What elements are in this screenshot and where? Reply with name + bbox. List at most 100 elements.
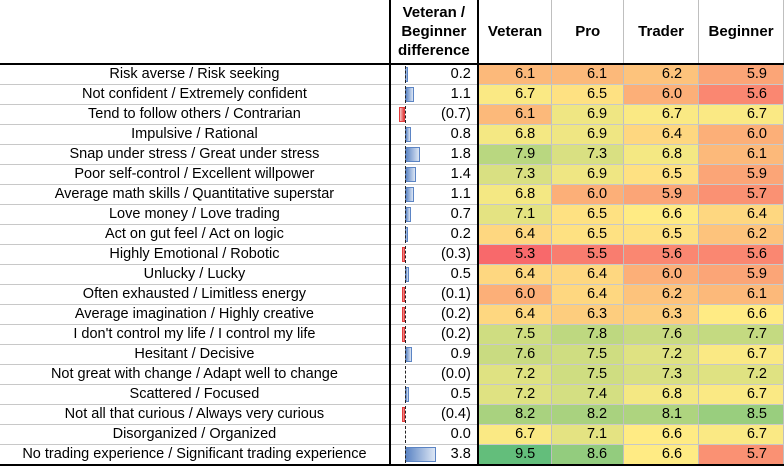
row-label: Risk averse / Risk seeking — [0, 64, 391, 85]
trader-value: 7.6 — [623, 324, 700, 345]
table-body: Risk averse / Risk seeking 0.2 6.1 6.1 6.2 5.… — [0, 64, 784, 466]
veteran-value: 6.4 — [477, 224, 553, 245]
trader-value: 6.6 — [623, 444, 700, 466]
row-label: Highly Emotional / Robotic — [0, 244, 391, 265]
row-label: Not all that curious / Always very curio… — [0, 404, 391, 425]
beginner-value: 5.6 — [698, 244, 784, 265]
beginner-value: 5.9 — [698, 264, 784, 285]
header-trader: Trader — [623, 0, 700, 65]
veteran-value: 7.3 — [477, 164, 553, 185]
pro-value: 6.4 — [551, 264, 625, 285]
header-difference-line-2: Beginner — [401, 23, 467, 40]
beginner-value: 6.4 — [698, 204, 784, 225]
beginner-value: 5.9 — [698, 64, 784, 85]
trader-value: 6.6 — [623, 424, 700, 445]
pro-value: 7.5 — [551, 364, 625, 385]
difference-zero-axis — [404, 186, 406, 203]
difference-cell: 1.1 — [388, 184, 479, 205]
row-label: Hesitant / Decisive — [0, 344, 391, 365]
pro-value: 6.5 — [551, 204, 625, 225]
pro-value: 6.0 — [551, 184, 625, 205]
difference-value: 1.4 — [450, 166, 471, 182]
pro-value: 6.5 — [551, 224, 625, 245]
veteran-value: 7.5 — [477, 324, 553, 345]
pro-value: 6.3 — [551, 304, 625, 325]
row-label: Average math skills / Quantitative super… — [0, 184, 391, 205]
beginner-value: 6.7 — [698, 344, 784, 365]
difference-value: 0.5 — [450, 266, 471, 282]
trader-value: 7.3 — [623, 364, 700, 385]
trader-value: 6.3 — [623, 304, 700, 325]
difference-cell: 0.5 — [388, 264, 479, 285]
difference-cell: 1.1 — [388, 84, 479, 105]
trader-value: 5.9 — [623, 184, 700, 205]
difference-cell: (0.1) — [388, 284, 479, 305]
difference-zero-axis — [404, 166, 406, 183]
row-label: Impulsive / Rational — [0, 124, 391, 145]
veteran-value: 7.1 — [477, 204, 553, 225]
veteran-value: 7.9 — [477, 144, 553, 165]
pro-value: 7.4 — [551, 384, 625, 405]
header-difference-line-3: difference — [397, 42, 470, 59]
header-row: Veteran / Beginner difference Veteran Pr… — [0, 0, 784, 65]
veteran-value: 6.7 — [477, 424, 553, 445]
difference-cell: (0.4) — [388, 404, 479, 425]
difference-bar-positive — [404, 347, 413, 362]
pro-value: 6.9 — [551, 164, 625, 185]
row-label: Snap under stress / Great under stress — [0, 144, 391, 165]
difference-cell: 1.4 — [388, 164, 479, 185]
trader-value: 6.2 — [623, 64, 700, 85]
difference-zero-axis — [404, 86, 406, 103]
row-label: Unlucky / Lucky — [0, 264, 391, 285]
trader-value: 6.2 — [623, 284, 700, 305]
difference-bar-positive — [404, 447, 437, 462]
difference-value: (0.2) — [440, 306, 471, 322]
difference-cell: 0.5 — [388, 384, 479, 405]
difference-zero-axis — [404, 326, 406, 343]
veteran-value: 6.8 — [477, 184, 553, 205]
row-label: I don't control my life / I control my l… — [0, 324, 391, 345]
trader-value: 6.0 — [623, 84, 700, 105]
difference-zero-axis — [404, 226, 406, 243]
table-row: Often exhausted / Limitless energy (0.1) 6… — [0, 284, 784, 305]
row-label: Disorganized / Organized — [0, 424, 391, 445]
difference-cell: 0.0 — [388, 424, 479, 445]
veteran-value: 6.1 — [477, 64, 553, 85]
table-row: Hesitant / Decisive 0.9 7.6 7.5 7.2 6.7 — [0, 344, 784, 365]
difference-zero-axis — [404, 106, 406, 123]
table-row: Snap under stress / Great under stress 1.… — [0, 144, 784, 165]
beginner-value: 6.6 — [698, 304, 784, 325]
difference-value: (0.3) — [440, 246, 471, 262]
difference-zero-axis — [404, 406, 406, 423]
veteran-value: 6.0 — [477, 284, 553, 305]
trader-value: 6.8 — [623, 144, 700, 165]
table-row: Risk averse / Risk seeking 0.2 6.1 6.1 6.2 5.… — [0, 64, 784, 85]
difference-cell: 3.8 — [388, 444, 479, 466]
row-label: Often exhausted / Limitless energy — [0, 284, 391, 305]
beginner-value: 6.2 — [698, 224, 784, 245]
difference-bar-positive — [404, 147, 420, 162]
table-row: I don't control my life / I control my l… — [0, 324, 784, 345]
table-row: Not all that curious / Always very curio… — [0, 404, 784, 425]
table-row: Disorganized / Organized 0.0 6.7 7.1 6.6 6.7 — [0, 424, 784, 445]
pro-value: 6.9 — [551, 124, 625, 145]
beginner-value: 5.7 — [698, 444, 784, 466]
trader-value: 6.4 — [623, 124, 700, 145]
header-pro: Pro — [551, 0, 625, 65]
difference-cell: (0.0) — [388, 364, 479, 385]
beginner-value: 5.9 — [698, 164, 784, 185]
difference-zero-axis — [404, 206, 406, 223]
veteran-value: 7.2 — [477, 364, 553, 385]
veteran-value: 6.1 — [477, 104, 553, 125]
difference-cell: (0.2) — [388, 324, 479, 345]
difference-zero-axis — [404, 426, 406, 443]
table-row: Scattered / Focused 0.5 7.2 7.4 6.8 6.7 — [0, 384, 784, 405]
difference-bar-negative — [401, 287, 405, 302]
beginner-value: 5.6 — [698, 84, 784, 105]
pro-value: 6.4 — [551, 284, 625, 305]
table-row: Unlucky / Lucky 0.5 6.4 6.4 6.0 5.9 — [0, 264, 784, 285]
row-label: Act on gut feel / Act on logic — [0, 224, 391, 245]
row-label: Average imagination / Highly creative — [0, 304, 391, 325]
